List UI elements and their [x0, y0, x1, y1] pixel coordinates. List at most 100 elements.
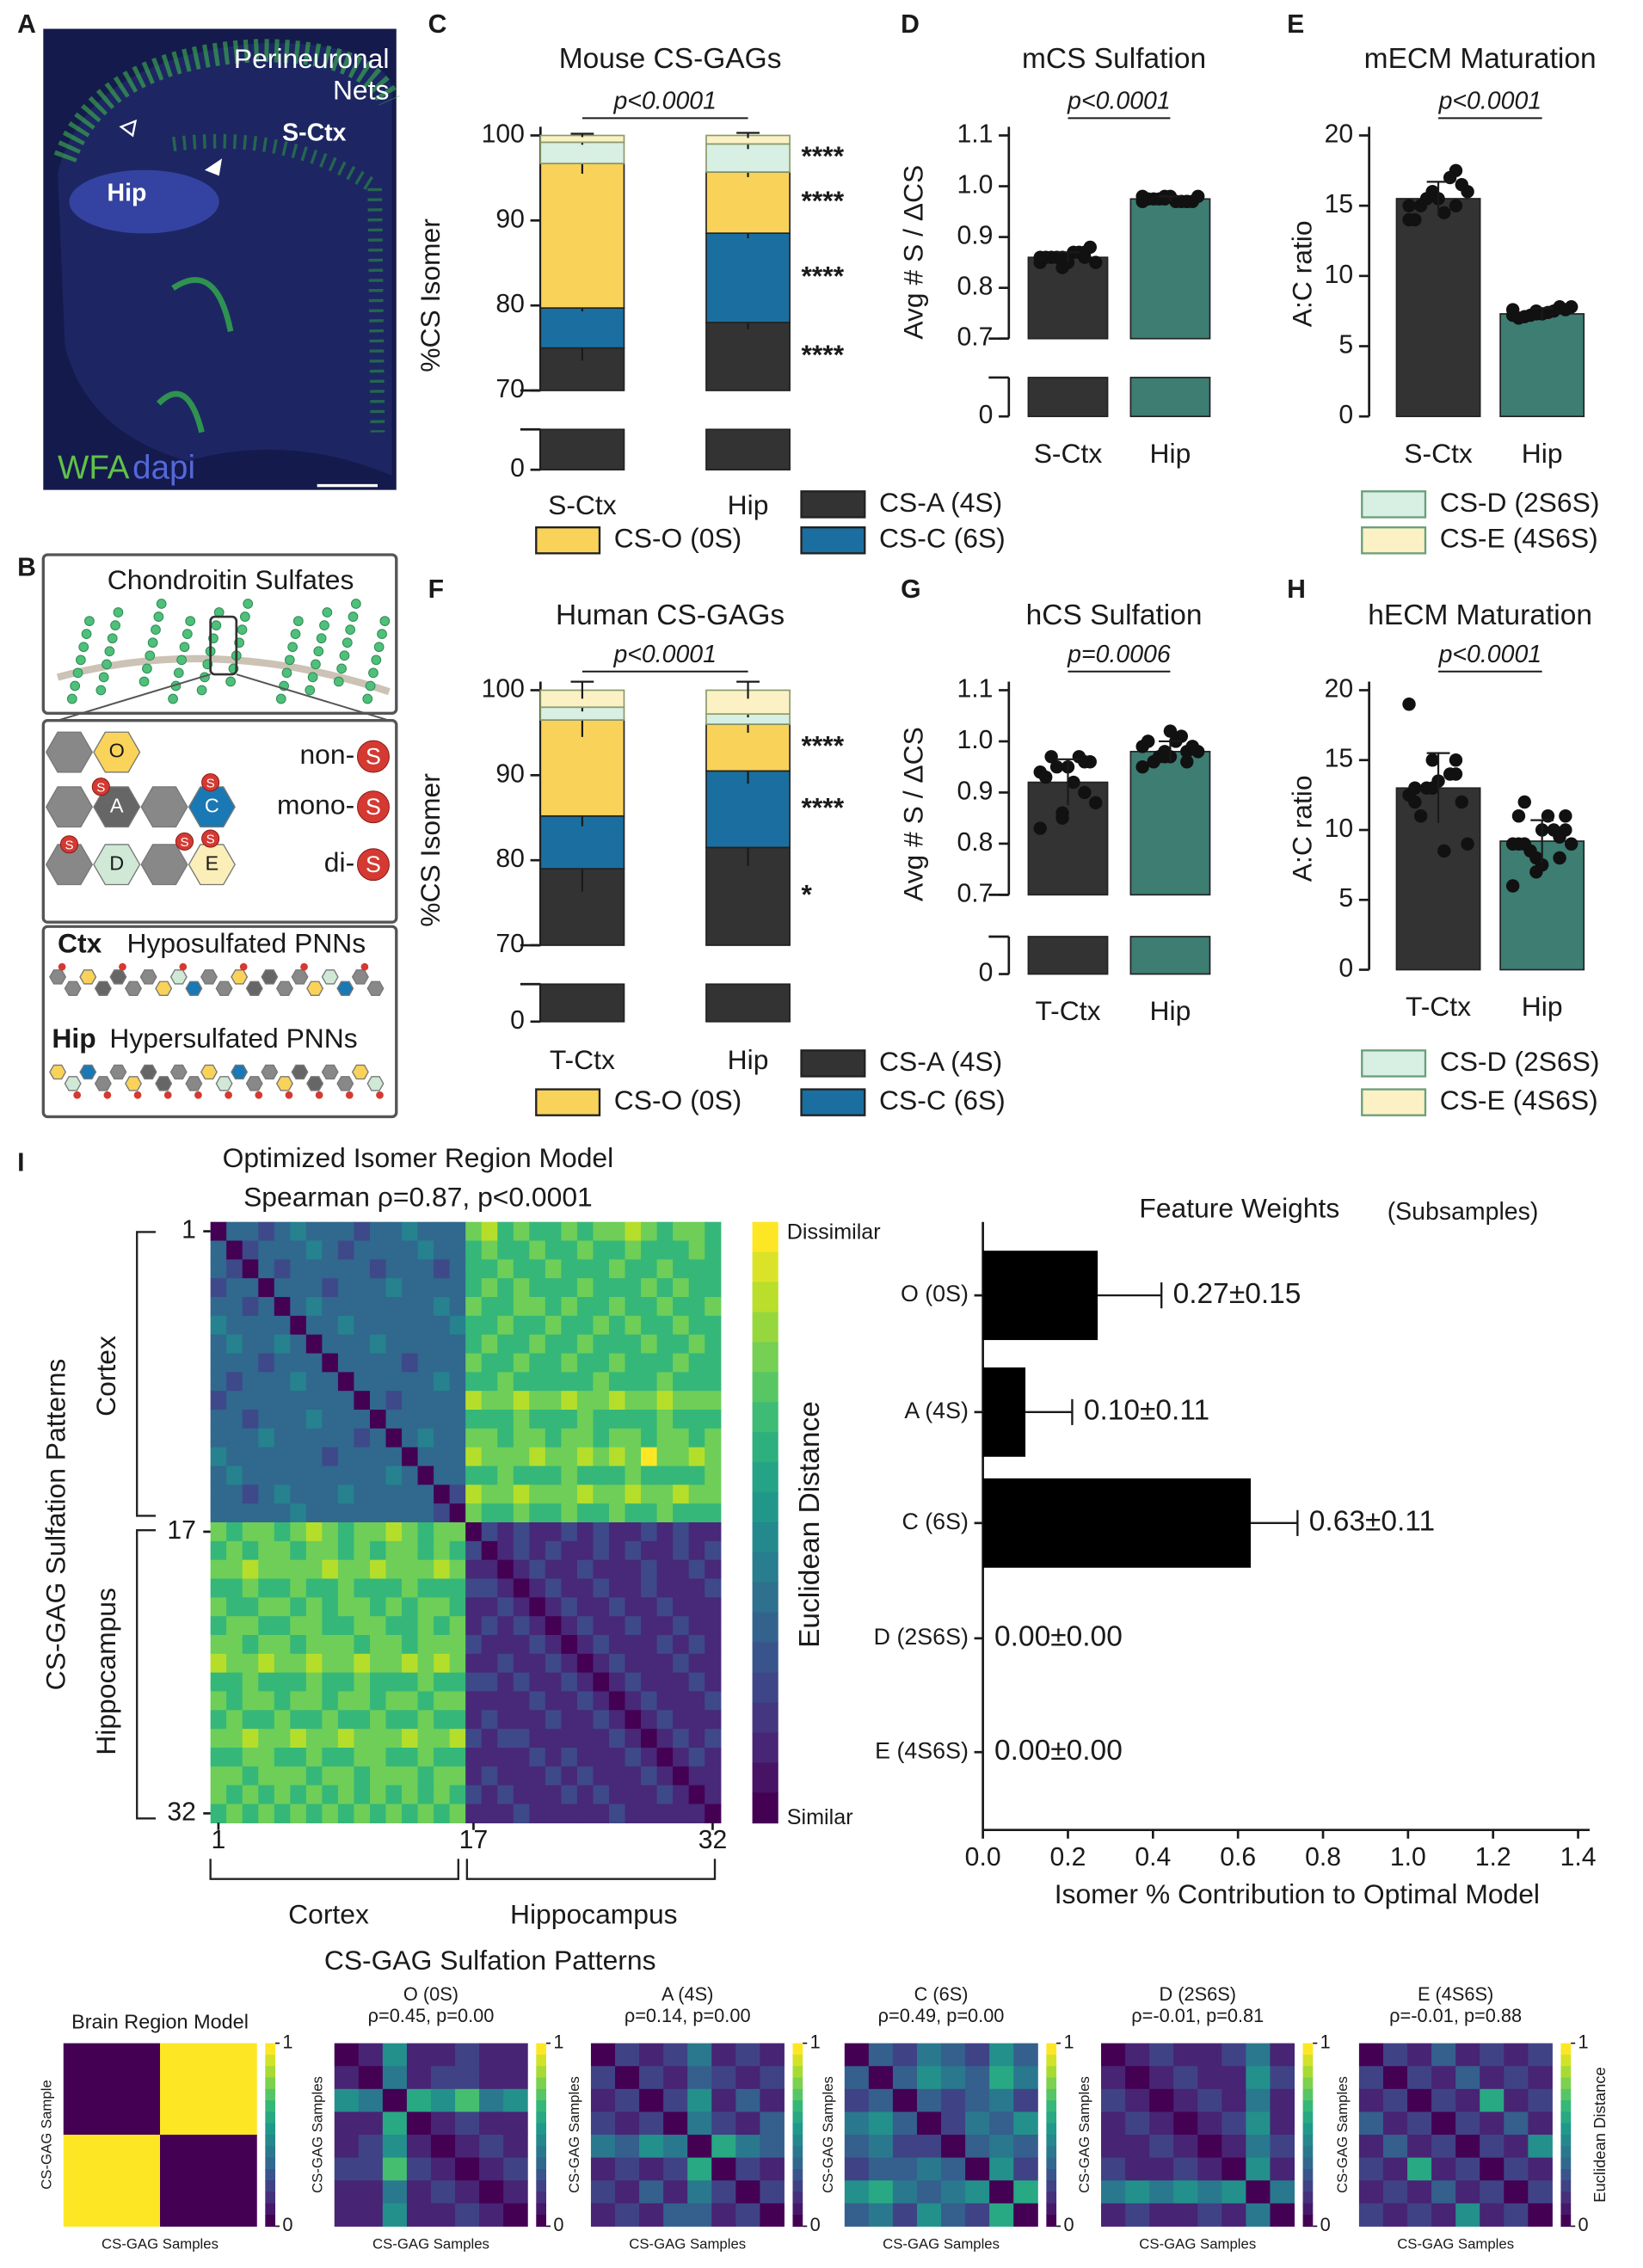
heatmap-cell — [656, 1729, 674, 1749]
heatmap-cell — [656, 1428, 674, 1448]
heatmap-cell — [290, 1334, 307, 1355]
colorbar-step — [752, 1432, 778, 1463]
y-tick-label: 20 — [1325, 674, 1354, 703]
heatmap-cell — [434, 1221, 451, 1242]
heatmap-cell — [385, 1466, 403, 1486]
heatmap-cell — [290, 1578, 307, 1598]
heatmap-cell — [322, 1559, 339, 1580]
heatmap-cell — [1270, 2066, 1295, 2090]
colorbar-step — [1046, 2203, 1057, 2216]
label: Hyposulfated PNNs — [126, 927, 366, 958]
x-tick-label: 1.4 — [1560, 1843, 1597, 1872]
chain-sulfate — [225, 1091, 232, 1099]
heatmap-cell — [290, 1410, 307, 1429]
heatmap-cell — [941, 2111, 966, 2136]
heatmap-cell — [497, 1672, 514, 1693]
heatmap-cell — [305, 1315, 323, 1336]
label: D — [109, 851, 124, 874]
heatmap-cell — [688, 1522, 705, 1542]
heatmap-cell — [417, 1616, 434, 1636]
heatmap-cell — [402, 1503, 419, 1523]
heatmap-cell — [1246, 2111, 1271, 2136]
heatmap-cell — [226, 1466, 243, 1486]
heatmap-cell — [242, 1484, 259, 1504]
heatmap-cell — [545, 1540, 563, 1561]
heatmap-cell — [402, 1372, 419, 1392]
heatmap-cell — [608, 1691, 626, 1711]
chain-sulfate — [133, 1091, 142, 1099]
heatmap-cell — [305, 1240, 323, 1261]
heatmap-cell — [844, 2180, 870, 2204]
heatmap-cell — [402, 1315, 419, 1336]
heatmap-cell — [639, 2203, 664, 2227]
heatmap-cell — [210, 1747, 227, 1767]
heatmap-cell — [434, 1635, 451, 1655]
heatmap-cell — [916, 2180, 942, 2204]
heatmap-cell — [402, 1278, 419, 1298]
heatmap-cell — [322, 1297, 339, 1317]
heatmap-cell — [663, 2043, 688, 2067]
heatmap-cell — [449, 1334, 466, 1355]
colorbar-step — [1046, 2077, 1057, 2090]
heatmap-cell — [354, 1747, 371, 1767]
heatmap-cell — [369, 1221, 387, 1242]
heatmap-cell — [430, 2043, 456, 2067]
sulfate-badge — [357, 790, 390, 824]
heatmap-cell — [434, 1540, 451, 1561]
chart-title: hECM Maturation — [1368, 599, 1592, 631]
colorbar-step — [1046, 2191, 1057, 2204]
heatmap-cell — [625, 1691, 642, 1711]
heatmap-cell — [513, 1804, 530, 1823]
heatmap-cell — [1013, 2043, 1038, 2067]
heatmap-cell — [503, 2066, 528, 2090]
heatmap-cell — [258, 1240, 275, 1261]
heatmap-cell — [449, 1410, 466, 1429]
heatmap-cell — [449, 1766, 466, 1786]
heatmap-cell — [305, 1747, 323, 1767]
heatmap-cell — [673, 1372, 690, 1392]
heatmap-cell — [593, 1522, 610, 1542]
heatmap-cell — [434, 1691, 451, 1711]
heatmap-cell — [434, 1259, 451, 1279]
gag-bead — [368, 667, 378, 679]
colorbar-step — [536, 2215, 547, 2228]
heatmap-cell — [1125, 2043, 1150, 2067]
bar-lower — [1027, 936, 1109, 975]
heatmap-cell — [465, 1729, 483, 1749]
sugar-ring — [188, 844, 236, 886]
heatmap-cell — [656, 1578, 674, 1598]
heatmap-cell — [615, 2111, 640, 2136]
heatmap-cell — [322, 1747, 339, 1767]
sulfate-label: S — [206, 833, 215, 847]
heatmap-cell — [529, 1221, 546, 1242]
chain-ring — [245, 1076, 263, 1091]
heatmap-cell — [656, 1616, 674, 1636]
colorbar-step — [536, 2100, 547, 2113]
heatmap-cell — [561, 1635, 578, 1655]
heatmap-cell — [242, 1785, 259, 1805]
colorbar-step — [1302, 2054, 1314, 2067]
colorbar-tick-label: 0 — [553, 2214, 563, 2235]
heatmap-cell — [369, 1410, 387, 1429]
heatmap-cell — [358, 2066, 384, 2090]
heatmap-cell — [656, 1540, 674, 1561]
heatmap-cell — [1270, 2157, 1295, 2181]
chain-ring — [231, 969, 249, 985]
heatmap-cell — [1101, 2180, 1126, 2204]
heatmap-cell — [608, 1747, 626, 1767]
heatmap-cell — [160, 2043, 257, 2136]
heatmap-cell — [305, 1259, 323, 1279]
heatmap-cell — [513, 1540, 530, 1561]
gag-bead — [113, 607, 124, 618]
heatmap-cell — [1197, 2135, 1222, 2159]
chain-sulfate — [285, 1091, 293, 1099]
heatmap-cell — [529, 1428, 546, 1448]
heatmap-cell — [274, 1447, 291, 1467]
heatmap-cell — [688, 1766, 705, 1786]
heatmap-cell — [497, 1559, 514, 1580]
heatmap-cell — [305, 1278, 323, 1298]
heatmap-cell — [369, 1503, 387, 1523]
heatmap-cell — [465, 1466, 483, 1486]
heatmap-cell — [705, 1447, 722, 1467]
y-axis-label: CS-GAG Samples — [1334, 2076, 1351, 2193]
